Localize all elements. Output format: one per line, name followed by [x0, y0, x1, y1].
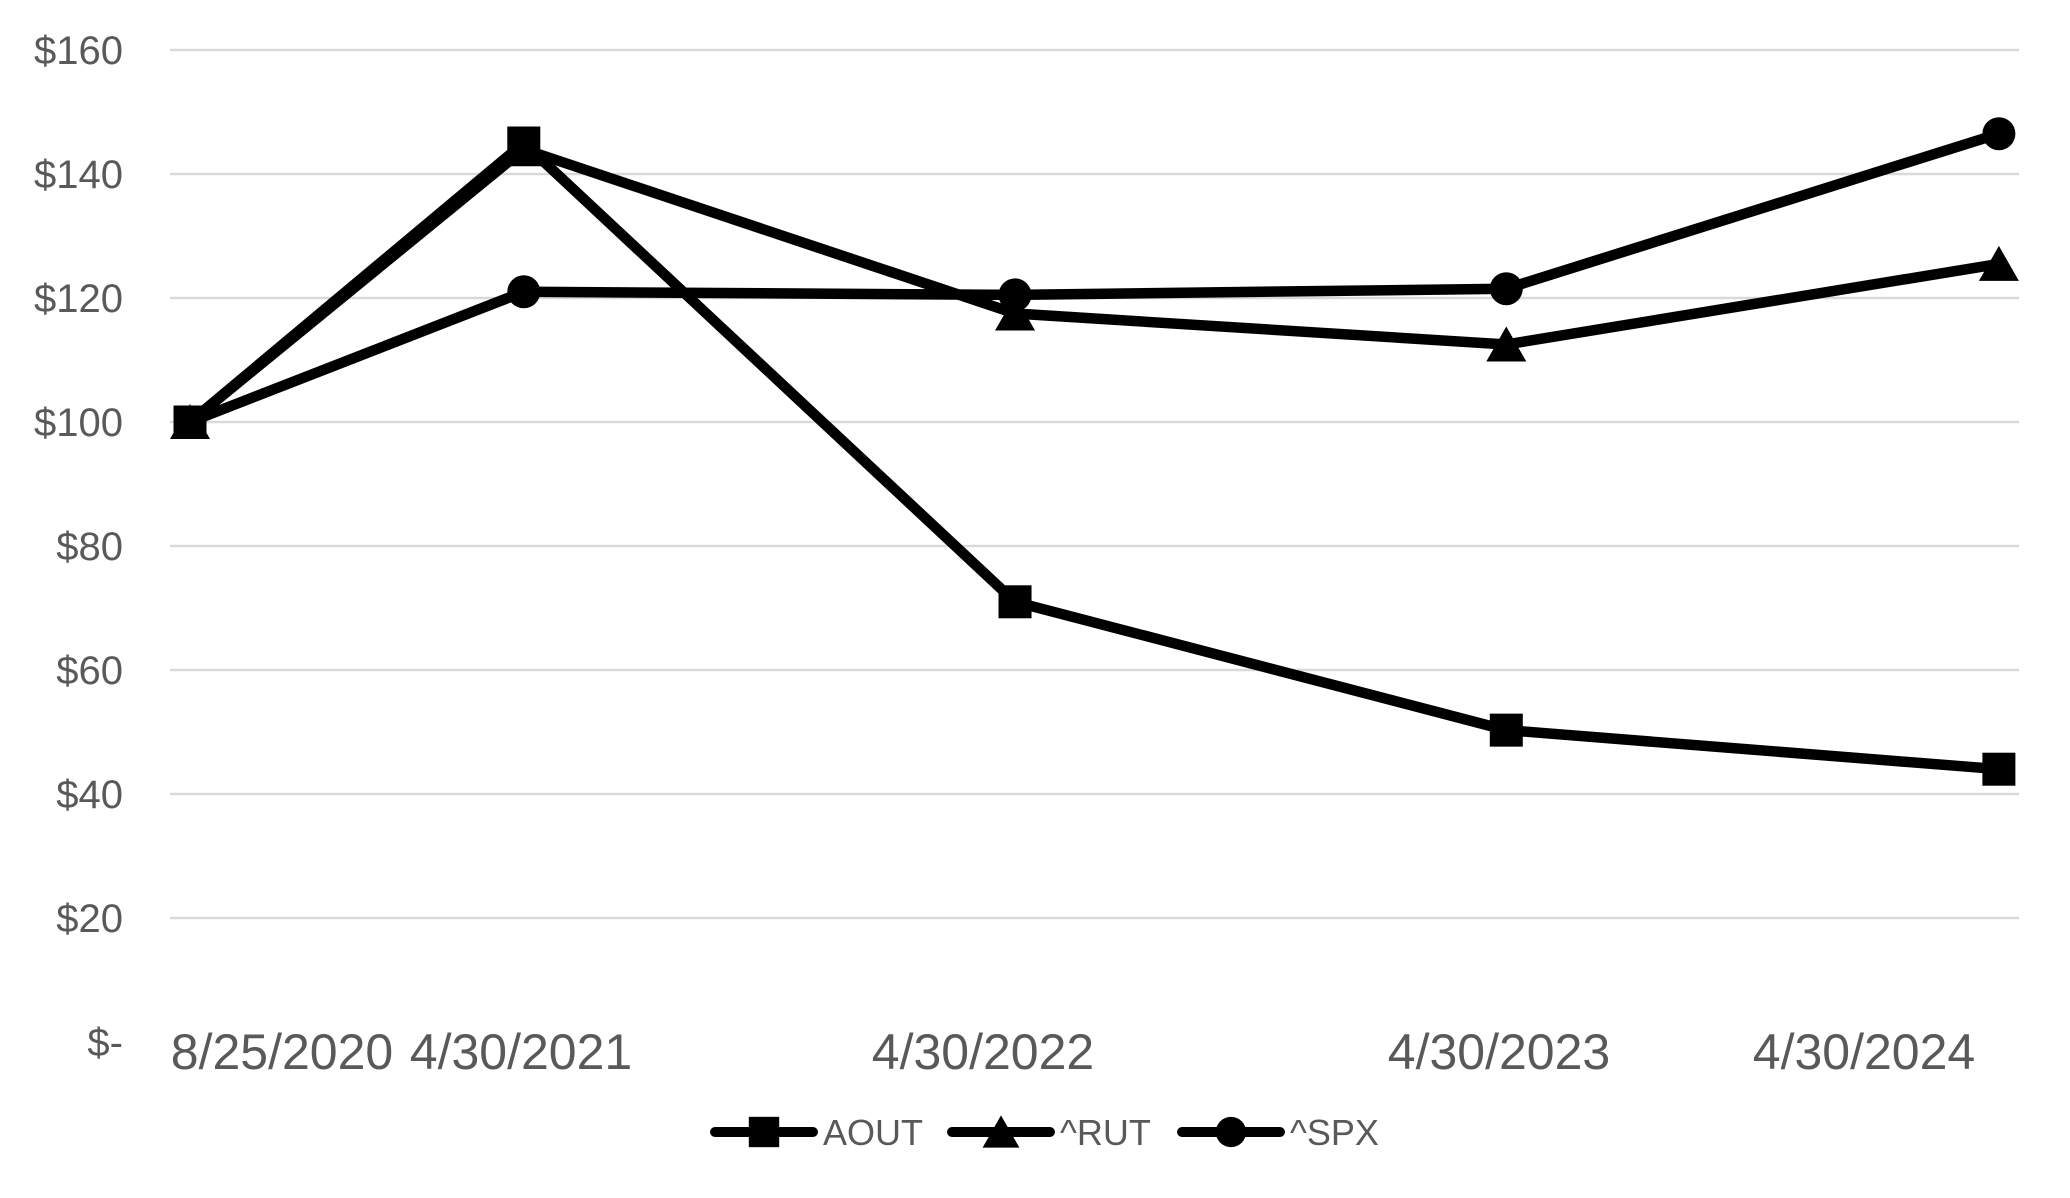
- series-marker-spx: [507, 275, 541, 309]
- y-axis-tick-label: $20: [56, 897, 123, 941]
- x-axis-tick-label: 4/30/2022: [872, 1024, 1094, 1080]
- y-axis-tick-label: $40: [56, 773, 123, 817]
- legend-label: ^SPX: [1290, 1112, 1379, 1153]
- x-axis-tick-label: 8/25/2020: [171, 1024, 393, 1080]
- legend-marker-triangle: [982, 1115, 1020, 1148]
- series-marker-aout: [1489, 713, 1523, 747]
- series-marker-rut: [1486, 326, 1527, 362]
- legend-marker-circle: [1215, 1116, 1247, 1148]
- y-axis-tick-label: $140: [34, 153, 123, 197]
- x-axis-tick-label: 4/30/2024: [1753, 1024, 1975, 1080]
- y-axis-tick-label: $80: [56, 525, 123, 569]
- legend-label: AOUT: [823, 1112, 923, 1153]
- series-marker-spx: [1982, 117, 2016, 151]
- y-axis-tick-label: $160: [34, 29, 123, 73]
- series-marker-spx: [998, 278, 1032, 312]
- y-axis-tick-label: $60: [56, 649, 123, 693]
- legend-marker-square: [748, 1116, 780, 1148]
- y-axis-tick-label: $-: [87, 1021, 123, 1065]
- x-axis-tick-label: 4/30/2021: [410, 1024, 632, 1080]
- series-marker-aout: [507, 126, 541, 160]
- y-axis-tick-label: $100: [34, 401, 123, 445]
- series-marker-aout: [998, 585, 1032, 619]
- series-marker-aout: [173, 405, 207, 439]
- legend-label: ^RUT: [1060, 1112, 1151, 1153]
- y-axis-tick-label: $120: [34, 277, 123, 321]
- series-marker-aout: [1982, 752, 2016, 786]
- series-marker-spx: [1489, 272, 1523, 306]
- x-axis-tick-label: 4/30/2023: [1388, 1024, 1610, 1080]
- series-marker-rut: [995, 295, 1036, 331]
- series-marker-rut: [1978, 245, 2019, 281]
